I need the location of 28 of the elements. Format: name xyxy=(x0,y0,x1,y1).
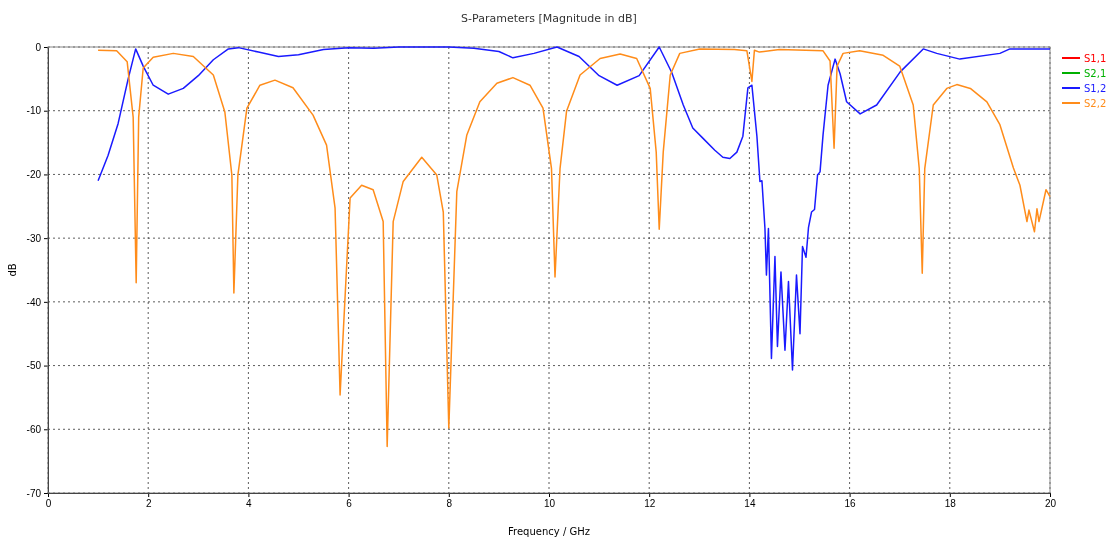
x-tick-label: 8 xyxy=(446,498,453,510)
x-tick-label: 6 xyxy=(346,498,353,510)
x-tick-label: 2 xyxy=(145,498,152,510)
x-tick-label: 14 xyxy=(744,498,756,510)
y-tick-label: -10 xyxy=(26,105,42,117)
legend-label: S2,2 xyxy=(1084,98,1107,109)
y-tick-label: 0 xyxy=(35,41,42,53)
y-tick-label: -30 xyxy=(26,232,42,244)
x-tick-label: 18 xyxy=(944,498,957,510)
x-tick-label: 10 xyxy=(543,498,556,510)
x-tick-label: 12 xyxy=(644,498,656,510)
legend-label: S2,1 xyxy=(1084,68,1107,79)
y-tick-label: -50 xyxy=(26,360,42,372)
line-series xyxy=(97,48,1051,448)
x-tick-label: 4 xyxy=(246,498,253,510)
y-tick-label: -20 xyxy=(26,169,42,181)
chart-title: S-Parameters [Magnitude in dB] xyxy=(461,12,637,25)
line-series xyxy=(97,46,1051,371)
y-axis-title: dB xyxy=(7,263,18,277)
legend-label: S1,1 xyxy=(1084,53,1107,64)
legend-label: S1,2 xyxy=(1084,83,1107,94)
y-tick-label: -40 xyxy=(26,296,42,308)
x-tick-label: 0 xyxy=(45,498,52,510)
y-tick-label: -60 xyxy=(26,423,42,435)
x-axis-title: Frequency / GHz xyxy=(508,526,590,537)
x-tick-label: 16 xyxy=(844,498,857,510)
y-tick-label: -70 xyxy=(26,487,42,499)
x-tick-label: 20 xyxy=(1044,498,1057,510)
